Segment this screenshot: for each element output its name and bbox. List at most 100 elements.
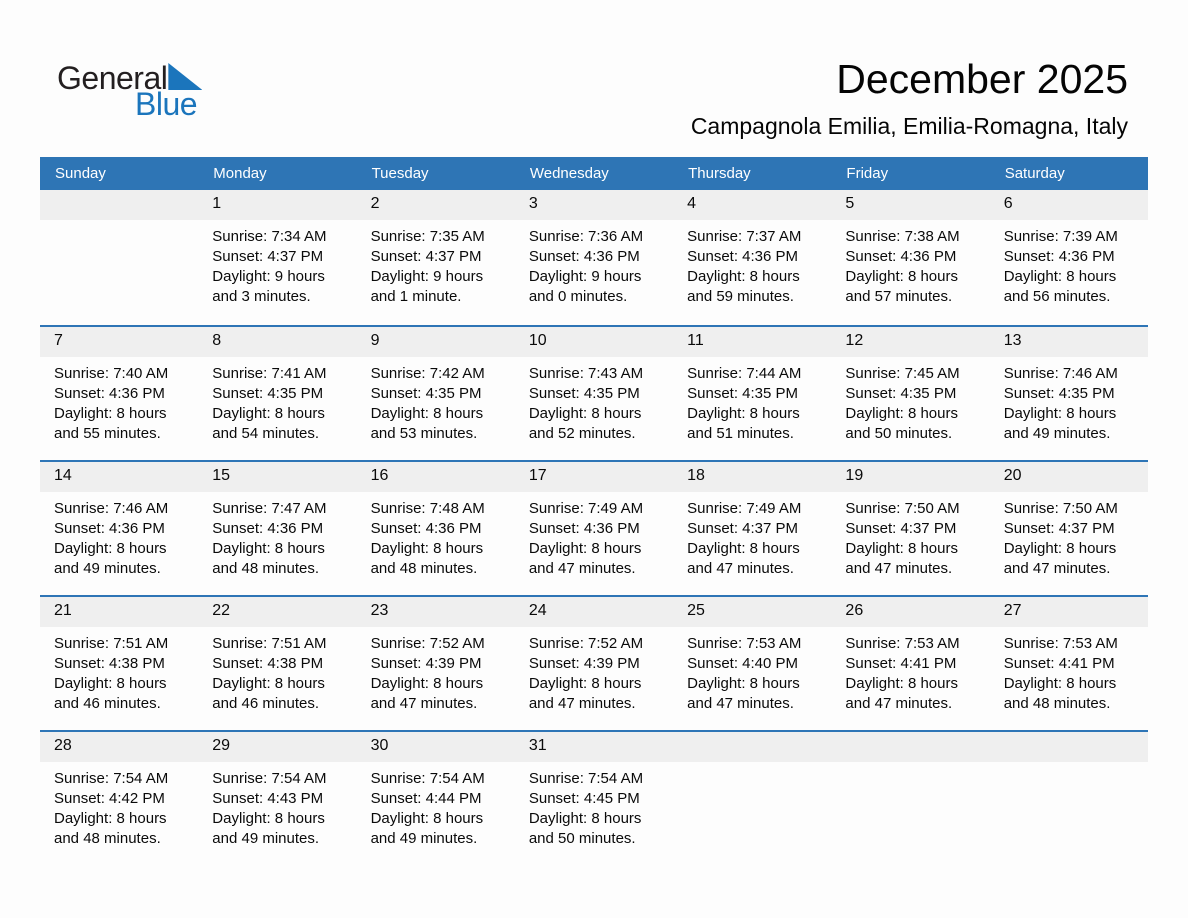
sunrise-text: Sunrise: 7:53 AM — [1003, 635, 1118, 652]
day-details: Sunrise: 7:40 AM Sunset: 4:36 PM Daylight:… — [40, 357, 198, 444]
daylight-text-line1: Daylight: 8 hours — [54, 405, 167, 422]
day-number: 27 — [989, 597, 1148, 627]
sunrise-text: Sunrise: 7:37 AM — [687, 228, 802, 245]
daylight-text-line2: and 0 minutes. — [528, 288, 628, 305]
daylight-text-line1: Daylight: 8 hours — [1003, 405, 1117, 422]
daylight-text-line2: and 55 minutes. — [54, 425, 161, 442]
daylight-text-line2: and 49 minutes. — [1003, 425, 1111, 442]
weekday-label-thursday: Thursday — [688, 165, 751, 182]
daylight-text-line1: Daylight: 8 hours — [212, 405, 325, 422]
sunrise-text: Sunrise: 7:42 AM — [370, 365, 485, 382]
day-details: Sunrise: 7:54 AM Sunset: 4:44 PM Daylight:… — [357, 762, 515, 849]
day-details: Sunrise: 7:53 AM Sunset: 4:40 PM Daylight:… — [673, 627, 831, 714]
day-cell: 22 Sunrise: 7:51 AM Sunset: 4:38 PM Dayligh… — [198, 597, 357, 730]
daylight-text-line2: and 47 minutes. — [370, 695, 478, 712]
week-row: 1 Sunrise: 7:34 AM Sunset: 4:37 PM Daylight… — [40, 190, 1148, 325]
day-number: 17 — [514, 462, 674, 492]
daylight-text-line2: and 49 minutes. — [54, 560, 161, 577]
sunrise-text: Sunrise: 7:47 AM — [212, 500, 327, 517]
sunrise-text: Sunrise: 7:34 AM — [212, 228, 327, 245]
day-details: Sunrise: 7:48 AM Sunset: 4:36 PM Daylight:… — [357, 492, 515, 579]
day-details: Sunrise: 7:52 AM Sunset: 4:39 PM Daylight:… — [357, 627, 515, 714]
day-number: 28 — [40, 732, 199, 762]
day-number: 5 — [831, 190, 990, 220]
sunrise-text: Sunrise: 7:54 AM — [54, 770, 169, 787]
day-details: Sunrise: 7:53 AM Sunset: 4:41 PM Daylight:… — [831, 627, 989, 714]
day-cell: 11 Sunrise: 7:44 AM Sunset: 4:35 PM Dayligh… — [673, 327, 832, 460]
sunset-text: Sunset: 4:41 PM — [1003, 655, 1115, 672]
day-cell: 8 Sunrise: 7:41 AM Sunset: 4:35 PM Daylight… — [198, 327, 357, 460]
day-details: Sunrise: 7:45 AM Sunset: 4:35 PM Daylight:… — [831, 357, 989, 444]
day-cell: 31 Sunrise: 7:54 AM Sunset: 4:45 PM Dayligh… — [514, 732, 674, 865]
daylight-text-line1: Daylight: 8 hours — [687, 405, 800, 422]
daylight-text-line2: and 46 minutes. — [212, 695, 320, 712]
daylight-text-line2: and 48 minutes. — [54, 830, 161, 847]
daylight-text-line2: and 46 minutes. — [54, 695, 161, 712]
day-cell: 14 Sunrise: 7:46 AM Sunset: 4:36 PM Dayligh… — [40, 462, 199, 595]
day-cell: 17 Sunrise: 7:49 AM Sunset: 4:36 PM Dayligh… — [514, 462, 674, 595]
sunset-text: Sunset: 4:37 PM — [370, 248, 482, 265]
day-number: 23 — [356, 597, 515, 627]
day-cell: 20 Sunrise: 7:50 AM Sunset: 4:37 PM Dayligh… — [989, 462, 1148, 595]
sunset-text: Sunset: 4:36 PM — [54, 520, 165, 537]
sunrise-text: Sunrise: 7:49 AM — [687, 500, 802, 517]
daylight-text-line2: and 57 minutes. — [845, 288, 953, 305]
day-number: 21 — [40, 597, 199, 627]
week-row: 28 Sunrise: 7:54 AM Sunset: 4:42 PM Dayligh… — [40, 730, 1148, 865]
day-number: 6 — [989, 190, 1148, 220]
day-number: 4 — [673, 190, 832, 220]
daylight-text-line2: and 47 minutes. — [528, 695, 636, 712]
day-cell: 7 Sunrise: 7:40 AM Sunset: 4:36 PM Daylight… — [40, 327, 199, 460]
day-number: 22 — [198, 597, 357, 627]
day-number: 2 — [356, 190, 515, 220]
sunrise-text: Sunrise: 7:36 AM — [528, 228, 644, 245]
sunrise-text: Sunrise: 7:41 AM — [212, 365, 327, 382]
day-details: Sunrise: 7:37 AM Sunset: 4:36 PM Daylight:… — [673, 220, 831, 307]
day-details: Sunrise: 7:49 AM Sunset: 4:37 PM Daylight:… — [673, 492, 831, 579]
sunset-text: Sunset: 4:35 PM — [370, 385, 482, 402]
sunrise-text: Sunrise: 7:54 AM — [212, 770, 327, 787]
daylight-text-line1: Daylight: 9 hours — [528, 268, 642, 285]
daylight-text-line1: Daylight: 8 hours — [687, 268, 800, 285]
daylight-text-line2: and 3 minutes. — [212, 288, 311, 305]
sunrise-text: Sunrise: 7:50 AM — [1003, 500, 1118, 517]
empty-day-cell — [40, 190, 199, 325]
daylight-text-line2: and 47 minutes. — [528, 560, 636, 577]
day-details: Sunrise: 7:49 AM Sunset: 4:36 PM Daylight:… — [515, 492, 673, 579]
day-details: Sunrise: 7:53 AM Sunset: 4:41 PM Daylight:… — [990, 627, 1148, 714]
day-cell: 25 Sunrise: 7:53 AM Sunset: 4:40 PM Dayligh… — [673, 597, 832, 730]
day-number — [673, 732, 832, 762]
day-number: 15 — [198, 462, 357, 492]
title-block: December 2025 Campagnola Emilia, Emilia-… — [691, 56, 1128, 140]
sunset-text: Sunset: 4:36 PM — [528, 248, 640, 265]
day-cell: 23 Sunrise: 7:52 AM Sunset: 4:39 PM Dayligh… — [356, 597, 515, 730]
sunset-text: Sunset: 4:36 PM — [845, 248, 957, 265]
day-details: Sunrise: 7:36 AM Sunset: 4:36 PM Daylight:… — [515, 220, 673, 307]
logo-text-blue: Blue — [135, 86, 198, 122]
sunrise-text: Sunrise: 7:52 AM — [528, 635, 644, 652]
sunset-text: Sunset: 4:36 PM — [1003, 248, 1115, 265]
sunrise-text: Sunrise: 7:54 AM — [370, 770, 485, 787]
day-details: Sunrise: 7:50 AM Sunset: 4:37 PM Daylight:… — [831, 492, 989, 579]
day-cell: 24 Sunrise: 7:52 AM Sunset: 4:39 PM Dayligh… — [514, 597, 674, 730]
daylight-text-line1: Daylight: 8 hours — [845, 268, 958, 285]
daylight-text-line2: and 47 minutes. — [845, 695, 953, 712]
sunset-text: Sunset: 4:35 PM — [212, 385, 324, 402]
daylight-text-line2: and 53 minutes. — [370, 425, 478, 442]
daylight-text-line1: Daylight: 8 hours — [212, 810, 325, 827]
daylight-text-line1: Daylight: 8 hours — [1003, 540, 1117, 557]
daylight-text-line2: and 47 minutes. — [1003, 560, 1111, 577]
day-details: Sunrise: 7:54 AM Sunset: 4:43 PM Daylight:… — [198, 762, 356, 849]
logo-text-general: General — [57, 60, 168, 96]
sunset-text: Sunset: 4:37 PM — [212, 248, 324, 265]
blue-triangle-icon — [168, 63, 203, 90]
sunrise-text: Sunrise: 7:45 AM — [845, 365, 960, 382]
day-details: Sunrise: 7:46 AM Sunset: 4:35 PM Daylight:… — [990, 357, 1148, 444]
day-details: Sunrise: 7:51 AM Sunset: 4:38 PM Daylight:… — [198, 627, 356, 714]
day-number: 16 — [356, 462, 515, 492]
daylight-text-line1: Daylight: 8 hours — [370, 810, 484, 827]
sunset-text: Sunset: 4:43 PM — [212, 790, 324, 807]
daylight-text-line1: Daylight: 8 hours — [528, 810, 642, 827]
daylight-text-line2: and 47 minutes. — [687, 695, 794, 712]
